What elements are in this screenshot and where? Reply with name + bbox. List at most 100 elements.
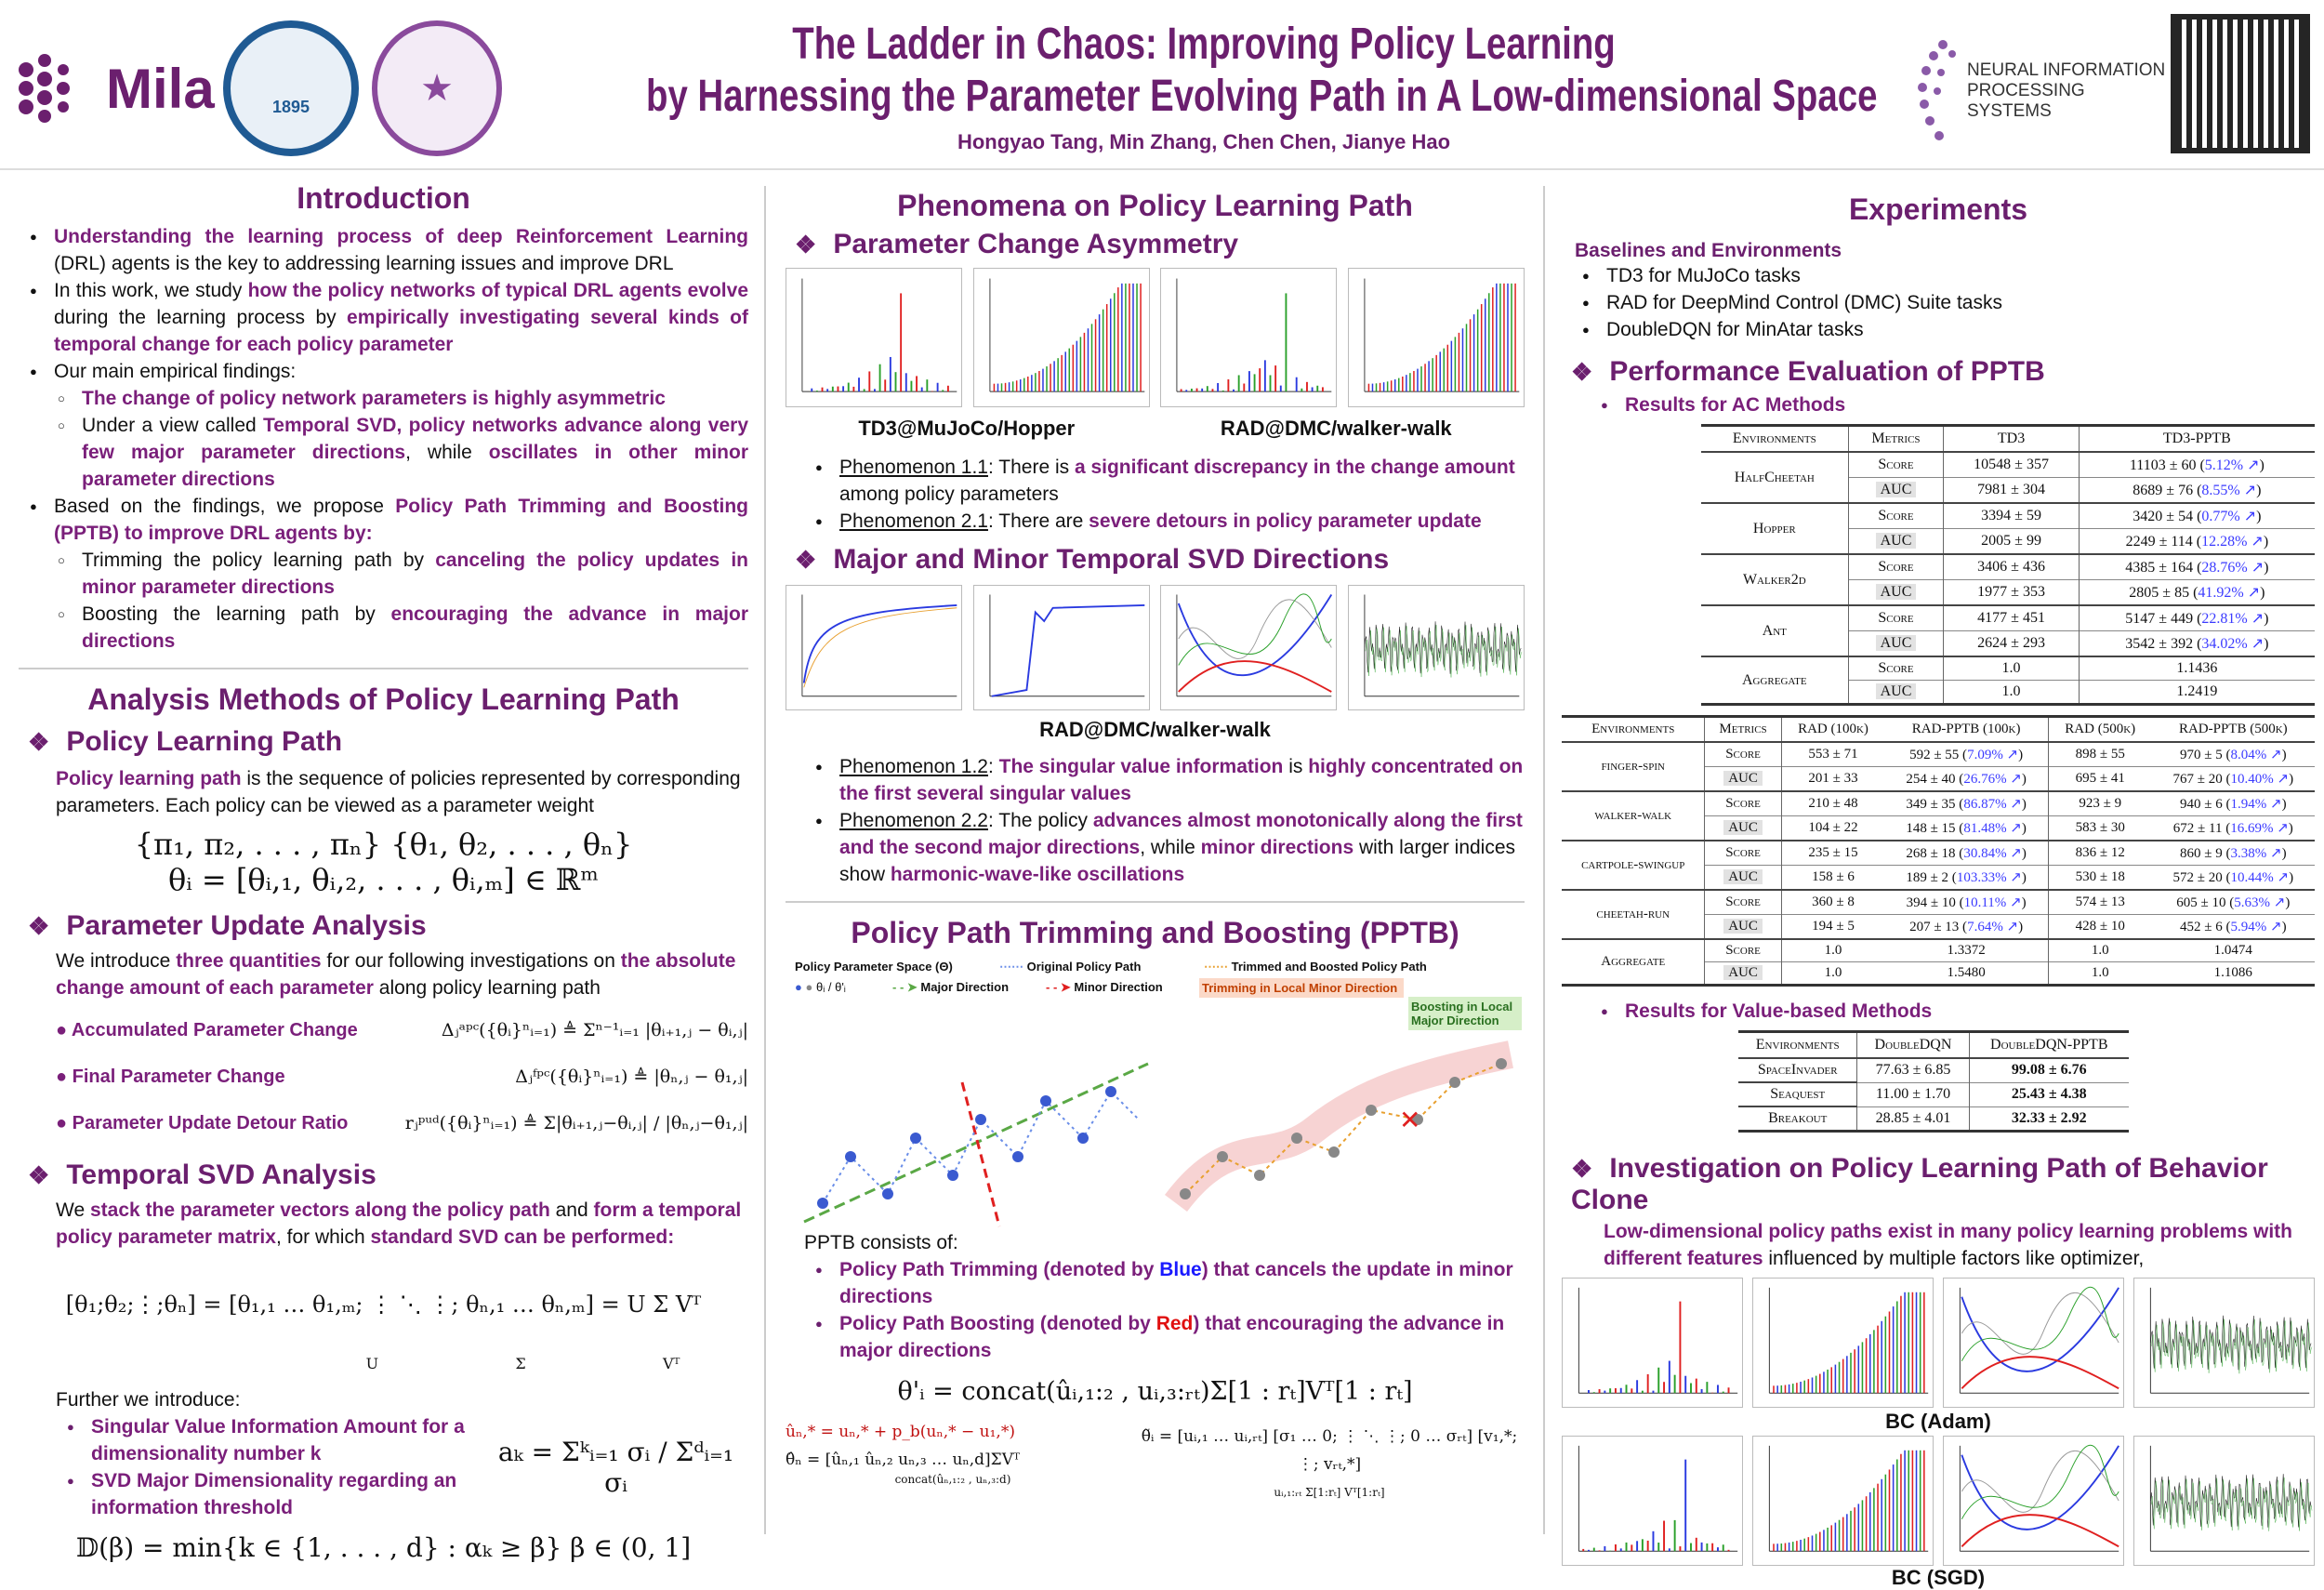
baselines-list: TD3 for MuJoCo tasksRAD for DeepMind Con… [1571,262,2315,343]
column-header: Metrics [1705,717,1781,743]
table-cell: Score [1848,554,1944,580]
improvement-percent: 5.63% ↗ [2234,895,2285,910]
quantity-equation: rⱼᵖᵘᵈ({θᵢ}ⁿᵢ₌₁) ≜ Σ|θᵢ₊₁,ⱼ−θᵢ,ⱼ| / |θₙ,ⱼ… [405,1113,748,1133]
table-cell: 207 ± 13 (7.64% ↗) [1884,915,2048,940]
pca-heading: ❖Parameter Change Asymmetry [795,229,1525,260]
table-cell: 767 ± 20 (10.40% ↗) [2152,767,2315,792]
table-cell: 592 ± 55 (7.09% ↗) [1884,742,2048,767]
improvement-percent: 1.94% ↗ [2231,797,2282,812]
column-header: Metrics [1848,426,1944,453]
plot-sv [786,585,962,710]
table-cell: 11.00 ± 1.70 [1857,1082,1969,1106]
table-cell: Score [1848,503,1944,529]
table-cell: 254 ± 40 (26.76% ↗) [1884,767,2048,792]
table-cell: 235 ± 15 [1781,841,1884,866]
plot-dir [1943,1436,2124,1566]
text-segment: during the learning process by [54,307,347,328]
text-segment: Understanding the learning process of de… [54,226,748,247]
table-cell: 201 ± 33 [1781,767,1884,792]
text-segment: severe detours in policy parameter updat… [1089,510,1481,532]
table-cell: cartpole-swingup [1562,841,1705,890]
table-cell: 3394 ± 59 [1944,503,2079,529]
column-header: Environments [1701,426,1848,453]
diamond-icon: ❖ [28,1161,49,1189]
plot-cum [973,268,1150,407]
text-segment: for our following investigations on [322,950,621,972]
table-cell: 572 ± 20 (10.44% ↗) [2152,866,2315,891]
plot-cum [1752,1278,1934,1408]
vb-results-title: Results for Value-based Methods [1590,998,2315,1025]
table-cell: 4385 ± 164 (28.76% ↗) [2079,554,2315,580]
plot-osc [1348,585,1525,710]
table-cell: 672 ± 11 (16.69% ↗) [2152,816,2315,841]
bc-sgd-plots [1562,1436,2315,1566]
table-cell: Seaquest [1738,1082,1857,1106]
table-cell: 2805 ± 85 (41.92% ↗) [2079,580,2315,606]
intro-item: The change of policy network parameters … [19,385,748,412]
table-cell: 970 ± 5 (8.04% ↗) [2152,742,2315,767]
perf-heading: ❖Performance Evaluation of PPTB [1571,356,2315,388]
table-cell: 104 ± 22 [1781,816,1884,841]
neurips-logo: NEURAL INFORMATION PROCESSING SYSTEMS [1915,35,2172,147]
text-segment: In this work, we study [54,280,248,301]
text-segment: We [56,1199,90,1221]
authors: Hongyao Tang, Min Zhang, Chen Chen, Jian… [507,130,1901,154]
table-cell: 695 ± 41 [2048,767,2151,792]
improvement-percent: 10.40% ↗ [2231,772,2290,787]
column-header: Environments [1562,717,1705,743]
list-item: Policy Path Trimming (denoted by Blue) t… [804,1256,1525,1310]
plot-dir [1160,585,1337,710]
phenomena-title: Phenomena on Policy Learning Path [786,189,1525,223]
text-segment: The change of policy network parameters … [82,388,666,409]
ac-results-title: Results for AC Methods [1590,391,2315,418]
improvement-percent: 10.44% ↗ [2231,870,2290,885]
text-segment: Phenomenon 2.1 [839,510,988,532]
caption-bc-sgd: BC (SGD) [1562,1566,2315,1590]
text-segment: Phenomenon 2.2 [839,810,988,831]
table-cell: AUC [1705,866,1781,891]
neurips-dots-icon [1915,35,1961,147]
column-header: TD3-PPTB [2079,426,2315,453]
table-cell: Score [1705,841,1781,866]
diamond-icon: ❖ [28,912,49,940]
boost-legend: Boosting in Local Major Direction [1408,997,1522,1030]
table-cell: 1.0 [1781,939,1884,962]
poster-title-line1: The Ladder in Chaos: Improving Policy Le… [646,19,1762,71]
table-cell: Walker2d [1701,554,1848,605]
table-cell: 210 ± 48 [1781,791,1884,816]
plp-text: Policy learning path is the sequence of … [56,765,748,819]
list-item: DoubleDQN for MinAtar tasks [1571,316,2315,343]
table-cell: AUC [1705,915,1781,940]
pptb-title: Policy Path Trimming and Boosting (PPTB) [786,916,1525,950]
table-cell: 1.0 [2048,962,2151,986]
ak-equation: aₖ = Σᵏᵢ₌₁ σᵢ / Σᵈᵢ₌₁ σᵢ [483,1437,748,1498]
improvement-percent: 3.38% ↗ [2231,846,2282,861]
table-cell: 530 ± 18 [2048,866,2151,891]
table-cell: Score [1848,605,1944,631]
table-cell: AUC [1848,478,1944,504]
poster-header: Mila 1895 ★ The Ladder in Chaos: Improvi… [0,0,2324,170]
bc-adam-plots [1562,1278,2315,1408]
plot-hist [1160,268,1337,407]
text-segment: Singular Value Information Amount for a … [91,1416,465,1464]
legend-parameter-space: Policy Parameter Space (Θ) [795,960,953,974]
table-cell: Score [1705,742,1781,767]
table-cell: Score [1848,452,1944,478]
table-cell: 2249 ± 114 (12.28% ↗) [2079,529,2315,555]
column-divider [1543,186,1545,1534]
table-cell: Score [1705,939,1781,962]
improvement-percent: 81.48% ↗ [1963,821,2022,836]
mila-dots-icon [17,51,100,126]
table-cell: cheetah-run [1562,890,1705,939]
table-cell: 349 ± 35 (86.87% ↗) [1884,791,2048,816]
table-cell: 1.2419 [2079,681,2315,705]
plot-cum [1752,1436,1934,1566]
text-segment: The singular value information [999,756,1284,777]
qr-code[interactable] [2171,14,2310,153]
svg-text:✕: ✕ [1399,1106,1420,1134]
list-item: Phenomenon 2.2: The policy advances almo… [804,807,1525,888]
